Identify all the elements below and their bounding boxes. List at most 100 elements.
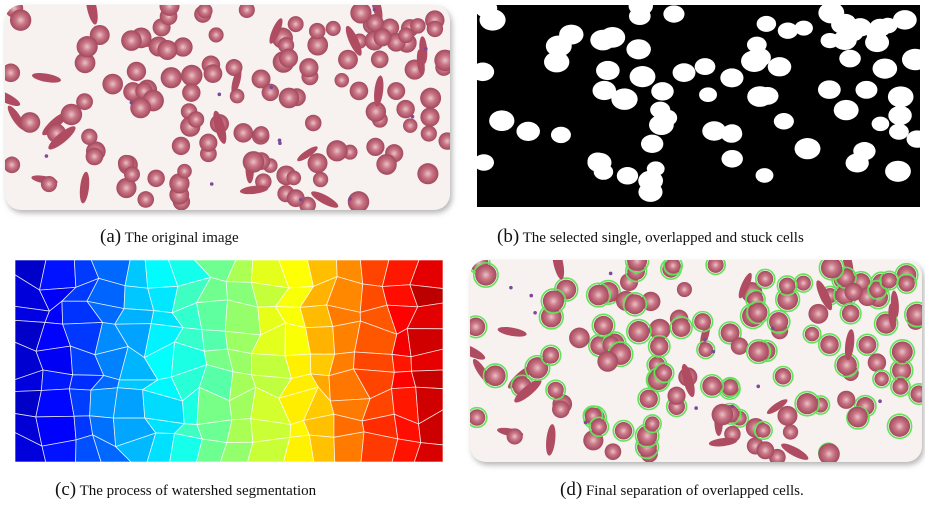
cell [124, 166, 140, 182]
mask-blob [757, 16, 777, 32]
cell [858, 336, 876, 354]
cell [874, 372, 888, 386]
cell [882, 273, 898, 289]
cell [20, 112, 41, 133]
cell [81, 129, 97, 145]
cell [783, 424, 798, 439]
cell [594, 316, 613, 335]
cell [376, 154, 396, 174]
mask-blob [695, 58, 716, 75]
mask-blob [594, 164, 614, 180]
figure: (a) The original image (b) The selected … [0, 0, 925, 506]
mask-blob [888, 106, 911, 125]
cell [127, 62, 146, 81]
cell [420, 88, 441, 109]
mask-blob [879, 18, 898, 34]
cell [547, 382, 563, 398]
cell [188, 111, 204, 127]
watershed-region [411, 370, 443, 389]
cell [569, 328, 590, 349]
cell [698, 342, 713, 357]
caption-c: (c) The process of watershed segmentatio… [55, 479, 317, 500]
mask-blob [889, 124, 909, 140]
cell [1, 63, 20, 82]
platelet [878, 399, 882, 403]
cell [712, 404, 734, 426]
watershed-region [392, 354, 411, 372]
cell [10, 9, 31, 30]
mask-blob [551, 127, 571, 143]
mask-blob [778, 22, 798, 38]
platelet [529, 294, 533, 298]
watershed-region [202, 330, 228, 352]
cell [892, 379, 908, 395]
cell [410, 18, 426, 34]
cell [694, 313, 711, 330]
cell [748, 341, 769, 362]
page: {"panels": [ {"label": "(a)", "caption":… [0, 0, 925, 506]
cell [77, 36, 98, 57]
cell [868, 353, 886, 371]
mask-blob [673, 63, 696, 82]
cell [820, 335, 839, 354]
platelet [694, 406, 698, 410]
mask-blob [748, 48, 771, 67]
mask-blob [489, 110, 514, 131]
watershed-region [36, 389, 74, 417]
mask-blob [818, 2, 844, 23]
mask-blob [833, 30, 857, 50]
mask-blob [516, 122, 539, 141]
cell [233, 123, 253, 143]
cell [475, 264, 496, 285]
cell [348, 191, 369, 212]
cell [387, 82, 405, 100]
cell [625, 294, 645, 314]
platelet [731, 405, 735, 409]
watershed-region [197, 300, 228, 331]
cell [467, 317, 486, 336]
cell [779, 277, 795, 293]
cell [543, 290, 564, 311]
cell [552, 400, 570, 418]
cell [243, 151, 265, 173]
cell [842, 305, 860, 323]
cell [313, 172, 328, 187]
mask-blob [873, 59, 898, 79]
cell [667, 387, 685, 405]
mask-blob [888, 86, 914, 107]
cell [775, 368, 791, 384]
mask-blob [480, 9, 506, 30]
mask-blob [474, 154, 494, 171]
mask-blob [855, 81, 877, 99]
mask-blob [846, 153, 869, 172]
mask-blob [885, 161, 911, 182]
cell [898, 275, 914, 291]
mask-blob [774, 113, 794, 129]
cell [672, 318, 691, 337]
cell [650, 337, 668, 355]
cell [350, 2, 371, 23]
platelet [218, 93, 222, 97]
cell [309, 23, 325, 39]
platelet [424, 47, 428, 51]
watershed-region [309, 435, 334, 462]
platelet [712, 350, 716, 354]
caption-d: (d) Final separation of overlapped cells… [560, 479, 804, 500]
cell [722, 379, 738, 395]
cell [731, 337, 748, 354]
mask-blob [747, 86, 772, 107]
cell [605, 443, 622, 460]
mask-blob [626, 39, 650, 59]
cell [597, 351, 618, 372]
cell [177, 164, 192, 179]
cell [373, 28, 391, 46]
mask-blob [720, 68, 743, 87]
cell [649, 319, 670, 340]
cell [403, 118, 417, 132]
mask-blob [590, 30, 615, 51]
cell [253, 126, 269, 142]
cell [837, 391, 855, 409]
mask-blob [647, 161, 665, 176]
mask-blob [839, 50, 861, 68]
mask-blob [768, 57, 792, 76]
